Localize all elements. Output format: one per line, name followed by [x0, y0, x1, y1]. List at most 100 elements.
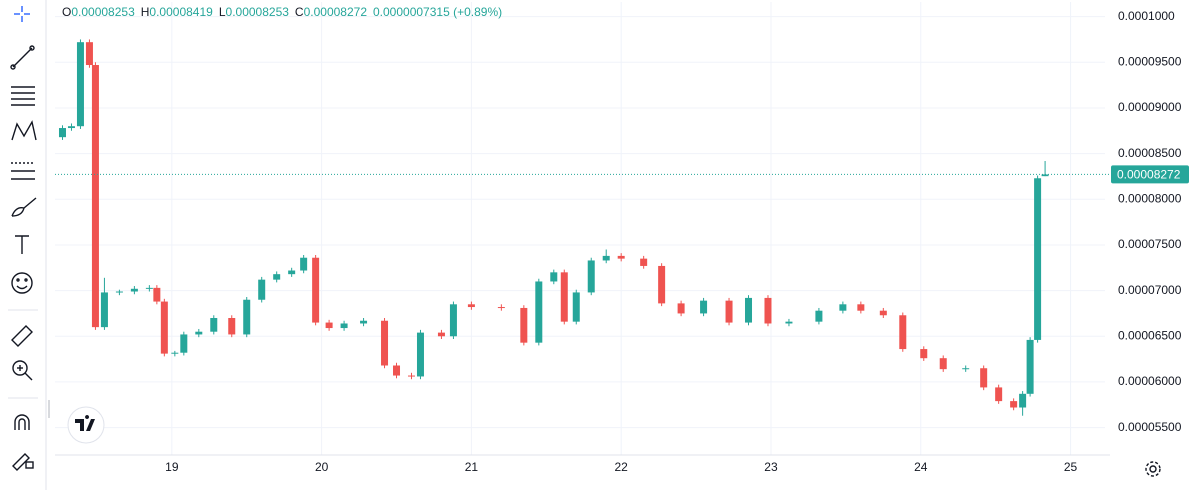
candle-body	[658, 265, 666, 304]
candle-body	[764, 297, 772, 324]
candle-body	[857, 304, 865, 311]
last-price-label: 0.00008272	[1117, 168, 1181, 182]
legend-value: 0.00008272	[303, 5, 367, 19]
candle-body	[700, 300, 708, 314]
candle-body	[416, 332, 424, 377]
brush-tool[interactable]	[11, 197, 37, 217]
candle-body	[325, 322, 333, 329]
candle-body	[115, 291, 123, 293]
candle-body	[180, 334, 188, 353]
candle-body	[1010, 401, 1018, 408]
legend-value: 0.00008253	[225, 5, 289, 19]
lock-tool[interactable]	[12, 453, 34, 471]
candle-body	[535, 281, 543, 343]
x-tick-label: 23	[764, 460, 778, 474]
pattern-tool[interactable]	[11, 120, 37, 141]
candle-body	[962, 368, 970, 370]
toolbar	[8, 0, 50, 490]
candle-body	[1019, 393, 1027, 408]
zoom-tool[interactable]	[12, 360, 33, 381]
magnet-tool[interactable]	[14, 414, 30, 430]
x-tick-label: 20	[315, 460, 329, 474]
candle-body	[1026, 339, 1034, 394]
x-tick-label: 25	[1064, 460, 1078, 474]
legend-change: 0.0000007315 (+0.89%)	[373, 5, 503, 19]
candle-body	[725, 300, 733, 323]
y-tick-label: 0.00009500	[1118, 54, 1182, 68]
candle-body	[85, 42, 93, 66]
trendline-tool[interactable]	[10, 45, 35, 70]
candle-body	[677, 303, 685, 314]
candle-body	[381, 320, 389, 366]
emoji-tool[interactable]	[11, 272, 33, 294]
legend-key: L	[218, 5, 226, 19]
candle-body	[100, 292, 108, 328]
candle-body	[745, 297, 753, 323]
candle-body	[300, 257, 308, 271]
y-tick-label: 0.00008500	[1118, 146, 1182, 160]
candle-body	[839, 304, 847, 311]
x-tick-label: 21	[465, 460, 479, 474]
y-tick-label: 0.00009000	[1118, 100, 1182, 114]
candle-body	[160, 301, 168, 354]
candle-body	[67, 126, 75, 129]
tradingview-logo[interactable]	[67, 406, 105, 444]
candle-body	[58, 128, 66, 138]
candle-body	[210, 318, 218, 332]
candle-body	[640, 258, 648, 266]
fib-tool[interactable]	[11, 86, 35, 106]
candle-body	[980, 368, 988, 388]
candle-body	[76, 42, 84, 127]
ohlc-legend: O0.00008253 H0.00008419 L0.00008253 C0.0000…	[62, 5, 508, 19]
settings-button[interactable]	[1145, 461, 1161, 477]
candle-body	[153, 287, 161, 302]
candle-body	[393, 365, 401, 376]
candle-body	[228, 318, 236, 335]
candle-body	[602, 255, 610, 261]
candle-body	[288, 270, 296, 275]
candle-body	[1034, 178, 1042, 340]
crosshair-tool[interactable]	[14, 6, 30, 22]
candle-body	[273, 274, 281, 280]
candle-body	[243, 299, 251, 335]
candle-body	[195, 331, 203, 335]
last-price-badge	[1111, 165, 1189, 184]
legend-value: 0.00008419	[149, 5, 213, 19]
candle-body	[572, 292, 580, 322]
x-tick-label: 19	[165, 460, 179, 474]
candle-body	[171, 352, 179, 354]
candle-body	[449, 304, 457, 337]
candle-body	[995, 387, 1003, 402]
candle-body	[785, 321, 793, 324]
forecast-tool[interactable]	[11, 162, 35, 180]
x-tick-label: 22	[615, 460, 629, 474]
candle-body	[1041, 174, 1049, 177]
legend-key: H	[140, 5, 150, 19]
candle-body	[550, 272, 558, 282]
text-tool[interactable]	[15, 235, 29, 254]
candle-body	[879, 310, 887, 316]
plot	[55, 2, 1105, 455]
candle-body	[130, 288, 138, 292]
candle-body	[340, 323, 348, 329]
y-tick-label: 0.00006000	[1118, 374, 1182, 388]
candle-body	[360, 320, 368, 324]
legend-key: O	[62, 5, 72, 19]
candle-body	[920, 349, 928, 359]
legend-key: C	[294, 5, 304, 19]
candle-body	[407, 375, 415, 377]
candle-body	[467, 304, 475, 308]
ruler-tool[interactable]	[11, 325, 33, 347]
candle-body	[437, 332, 445, 337]
candle-body	[312, 257, 320, 323]
y-tick-label: 0.00008000	[1118, 191, 1182, 205]
candle-body	[258, 279, 266, 300]
x-tick-label: 24	[914, 460, 928, 474]
y-tick-label: 0.00006500	[1118, 328, 1182, 342]
candle-body	[91, 65, 99, 328]
candle-body	[520, 307, 528, 343]
candle-body	[587, 260, 595, 293]
candle-body	[815, 310, 823, 322]
